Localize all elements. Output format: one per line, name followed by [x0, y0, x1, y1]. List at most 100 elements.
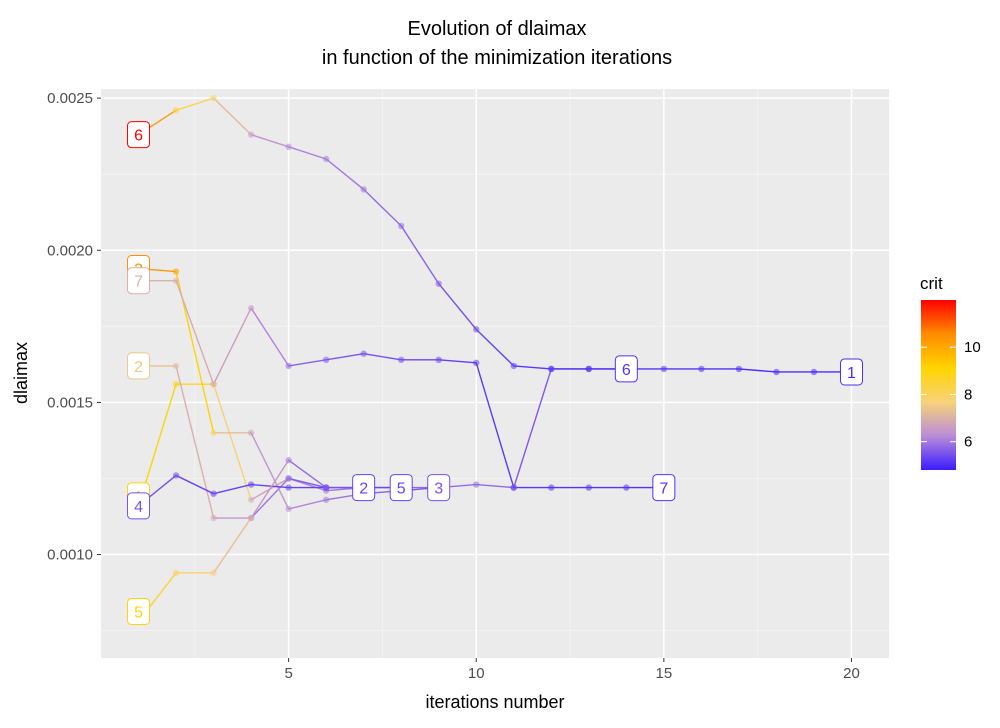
series-4-start-label-box	[127, 492, 151, 520]
series-6-point	[285, 143, 292, 151]
series-3-segment	[287, 499, 327, 510]
series-6-point	[548, 365, 555, 373]
x-axis: 5 10 15 20	[284, 658, 860, 682]
series-5-start-label: 5	[127, 597, 151, 625]
series-6-segment	[287, 146, 327, 160]
series-2-point	[172, 362, 180, 370]
series-7-point	[397, 356, 405, 364]
y-tick-label: 0.0015	[47, 394, 93, 411]
series-1-point	[247, 496, 255, 503]
series-2-end-label-box	[352, 474, 376, 502]
series-6-point	[210, 94, 217, 102]
series-1-point	[660, 365, 668, 373]
minor-gridlines	[101, 89, 889, 658]
series-1-point	[735, 365, 743, 373]
series-7-point	[172, 277, 180, 284]
series-7-end-label-box	[652, 474, 676, 502]
y-tick-label: 0.0020	[47, 242, 93, 259]
series-6-start-label-text: 6	[134, 128, 143, 145]
y-axis: 0.0010 0.0015 0.0020 0.0025	[47, 90, 101, 564]
series-7-end-label: 7	[652, 474, 676, 502]
series-7-segment	[175, 279, 215, 385]
series-2-point	[210, 514, 217, 522]
series-4-start-label: 4	[127, 492, 151, 520]
series-7-point	[360, 350, 367, 357]
series-7-point	[473, 359, 480, 367]
series-2-end-label: 2	[352, 474, 376, 502]
series-1-point	[773, 368, 780, 376]
series-4-segment	[250, 483, 290, 489]
series-6-point	[435, 280, 442, 287]
x-tick-label: 10	[468, 665, 485, 682]
series-6-start-label: 6	[127, 121, 151, 149]
series-6-end-label-box	[614, 355, 638, 383]
series-7-segment	[362, 353, 402, 361]
series-6-point	[360, 186, 367, 193]
series-5-point	[172, 569, 180, 577]
series-7-segment	[212, 307, 252, 385]
series-6-point	[473, 326, 480, 333]
y-tick-label: 0.0025	[47, 90, 93, 107]
series-6-segment	[513, 365, 552, 370]
series-2-start-label-box	[127, 352, 151, 380]
series-6-end-label-text: 6	[622, 362, 631, 379]
series-2-segment	[250, 477, 290, 519]
series-labels: 1234567123567	[127, 121, 863, 625]
series-5-point	[247, 514, 255, 522]
series-5-segment	[287, 459, 327, 489]
series-5-point	[322, 484, 330, 491]
series-4-point	[210, 490, 217, 497]
series-3-end-label-box	[427, 474, 451, 502]
series-6-segment	[212, 97, 252, 136]
series-5-point	[285, 457, 292, 464]
series-6-point	[322, 155, 330, 163]
series-4-point	[285, 484, 292, 491]
series-3-end-label-text: 3	[434, 481, 443, 498]
series-1-end-label-text: 1	[847, 365, 856, 382]
x-tick-label: 5	[284, 665, 292, 682]
series-7-point	[247, 304, 255, 312]
series-6-segment	[438, 283, 477, 331]
series-6-segment	[175, 97, 215, 111]
series-6-segment	[325, 158, 365, 191]
series-7-start-label-box	[127, 267, 151, 295]
series-1-segment	[212, 383, 252, 501]
series-6-point	[247, 131, 255, 138]
legend-title: crit	[920, 274, 943, 293]
series-7-point	[285, 362, 292, 370]
series-1-end-label: 1	[839, 358, 863, 386]
series-6-segment	[400, 225, 440, 285]
series-5-end-label-box	[389, 474, 413, 502]
series-5-point	[210, 569, 217, 577]
series-4-segment	[175, 474, 215, 495]
series-1-segment	[738, 368, 778, 373]
series-7-point	[548, 484, 555, 491]
series-2-point	[285, 475, 292, 482]
series-7-start-label-text: 7	[134, 274, 143, 291]
series-6-start-label-box	[127, 121, 151, 149]
series-6-end-label: 6	[614, 355, 638, 383]
series-1-point	[810, 368, 818, 376]
series-7-point	[435, 356, 442, 364]
legend-ticks: 6 8 10	[921, 339, 981, 451]
chart-subtitle: in function of the minimization iteratio…	[322, 47, 672, 69]
series-3-point	[247, 429, 255, 437]
series-2-start-label-text: 2	[134, 359, 143, 376]
series-7-point	[585, 484, 593, 491]
series-1-end-label-box	[839, 358, 863, 386]
x-tick-label: 15	[656, 665, 673, 682]
series-6-point	[510, 362, 517, 370]
series-2-segment	[287, 477, 327, 489]
series-3-end-label: 3	[427, 474, 451, 502]
series-7-segment	[438, 359, 477, 364]
series-7-point	[510, 484, 517, 491]
legend-colorbar	[921, 300, 956, 470]
series-1-point	[172, 380, 180, 388]
series-6-point	[172, 107, 180, 114]
legend-tick-label: 10	[964, 339, 981, 356]
series-3-point	[322, 496, 330, 503]
legend-tick-label: 6	[964, 434, 972, 451]
series-3-point	[172, 268, 180, 275]
series-4-point	[172, 472, 180, 479]
